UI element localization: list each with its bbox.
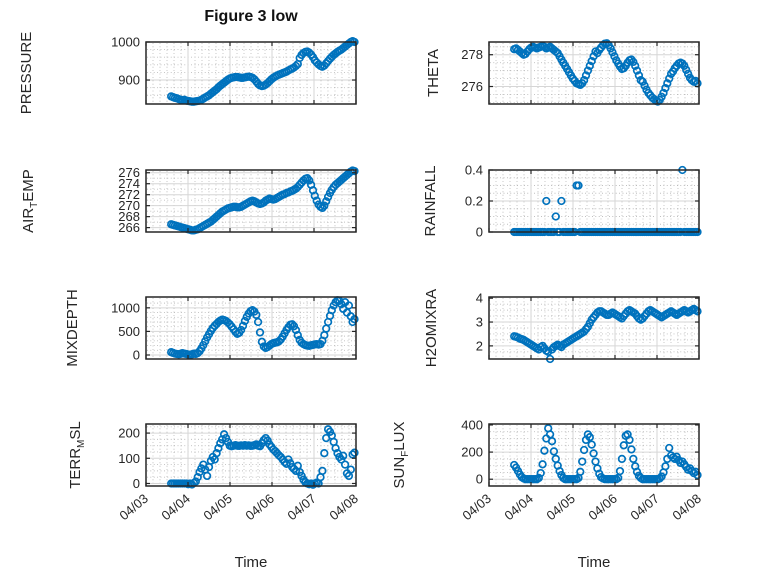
svg-text:04/08: 04/08 — [669, 491, 704, 523]
svg-text:04/05: 04/05 — [200, 491, 235, 523]
major-grid — [489, 170, 699, 232]
x-axis-label-right: Time — [577, 554, 611, 571]
y-tick-labels: 0 100 200 — [118, 426, 140, 491]
axes-box — [488, 41, 700, 105]
tick-marks — [145, 170, 357, 232]
svg-text:04/06: 04/06 — [242, 491, 277, 523]
x-tick-labels: 04/03 04/04 04/05 04/06 04/07 04/08 — [459, 491, 704, 523]
mixdepth-markers — [167, 296, 359, 359]
minor-grid — [490, 425, 698, 485]
svg-text:3: 3 — [476, 315, 483, 330]
y-tick-labels: 276 278 — [461, 47, 483, 94]
y-tick-labels: 900 1000 — [111, 35, 140, 88]
svg-text:04/04: 04/04 — [501, 491, 536, 523]
air-temp-ylabel: AIRTEMP — [20, 169, 40, 233]
svg-text:04/06: 04/06 — [585, 491, 620, 523]
svg-text:400: 400 — [461, 417, 483, 432]
mixdepth-plot: 0 500 1000 — [111, 296, 359, 362]
tick-marks — [145, 41, 357, 104]
rainfall-plot: 0 0.2 0.4 — [465, 163, 702, 240]
tick-marks — [488, 169, 700, 233]
axes-box — [145, 423, 357, 487]
x-axis-label-left: Time — [234, 554, 268, 571]
svg-text:0: 0 — [476, 472, 483, 487]
svg-text:2: 2 — [476, 338, 483, 353]
svg-text:0: 0 — [133, 476, 140, 491]
svg-text:1000: 1000 — [111, 300, 140, 315]
tick-marks — [488, 42, 700, 104]
svg-text:276: 276 — [461, 79, 483, 94]
theta-markers — [510, 39, 702, 106]
major-grid — [146, 424, 356, 486]
svg-text:04/03: 04/03 — [459, 491, 494, 523]
air-temp-markers — [167, 166, 359, 235]
terr-msl-ylabel: TERRMSL — [67, 421, 87, 489]
minor-grid — [490, 43, 698, 103]
tick-marks — [488, 424, 700, 486]
svg-text:266: 266 — [118, 220, 140, 235]
tick-marks — [145, 424, 357, 486]
svg-text:04/04: 04/04 — [158, 491, 193, 523]
axes-box — [145, 41, 357, 105]
svg-text:04/07: 04/07 — [627, 491, 662, 523]
terr-msl-plot: 0 100 200 04/03 04/04 04/05 04/06 04/07 04/08 — [116, 423, 361, 523]
theta-plot: 276 278 — [461, 39, 702, 106]
minor-grid — [147, 43, 355, 103]
minor-grid — [147, 171, 355, 231]
y-tick-labels: 0 200 400 — [461, 417, 483, 486]
terr-msl-markers — [167, 425, 359, 489]
y-tick-labels: 2 3 4 — [476, 291, 483, 354]
svg-text:268: 268 — [118, 209, 140, 224]
svg-text:200: 200 — [118, 426, 140, 441]
svg-text:04/07: 04/07 — [284, 491, 319, 523]
axes-box — [145, 296, 357, 360]
svg-text:04/03: 04/03 — [116, 491, 151, 523]
h2omixra-markers — [510, 304, 702, 364]
figure-title: Figure 3 low — [204, 8, 298, 25]
minor-grid — [147, 425, 355, 485]
svg-text:274: 274 — [118, 176, 140, 191]
svg-text:0.2: 0.2 — [465, 194, 483, 209]
axes-box — [488, 296, 700, 360]
svg-text:1000: 1000 — [111, 35, 140, 50]
tick-marks — [145, 297, 357, 359]
svg-text:0: 0 — [133, 347, 140, 362]
tick-marks — [488, 297, 700, 359]
svg-text:278: 278 — [461, 47, 483, 62]
sun-flux-markers — [510, 424, 702, 484]
svg-text:270: 270 — [118, 198, 140, 213]
minor-grid — [490, 171, 698, 231]
y-tick-labels: 0 0.2 0.4 — [465, 163, 483, 240]
x-tick-labels: 04/03 04/04 04/05 04/06 04/07 04/08 — [116, 491, 361, 523]
svg-text:272: 272 — [118, 187, 140, 202]
svg-text:4: 4 — [476, 291, 483, 306]
sun-flux-ylabel: SUNFLUX — [391, 421, 411, 489]
h2omixra-plot: 2 3 4 — [476, 291, 702, 364]
svg-text:0.4: 0.4 — [465, 163, 483, 178]
svg-text:500: 500 — [118, 324, 140, 339]
svg-text:200: 200 — [461, 445, 483, 460]
pressure-plot: 900 1000 — [111, 35, 359, 106]
axes-box — [145, 169, 357, 233]
svg-text:900: 900 — [118, 73, 140, 88]
svg-text:0: 0 — [476, 225, 483, 240]
svg-text:276: 276 — [118, 165, 140, 180]
h2omixra-ylabel: H2OMIXRA — [423, 288, 440, 368]
sun-flux-plot: 0 200 400 04/03 04/04 04/05 04/06 04/07 04/08 — [459, 417, 704, 523]
axes-box — [488, 423, 700, 487]
pressure-markers — [167, 37, 359, 106]
svg-text:04/08: 04/08 — [326, 491, 361, 523]
svg-text:100: 100 — [118, 451, 140, 466]
svg-text:04/05: 04/05 — [543, 491, 578, 523]
y-tick-labels: 0 500 1000 — [111, 300, 140, 362]
